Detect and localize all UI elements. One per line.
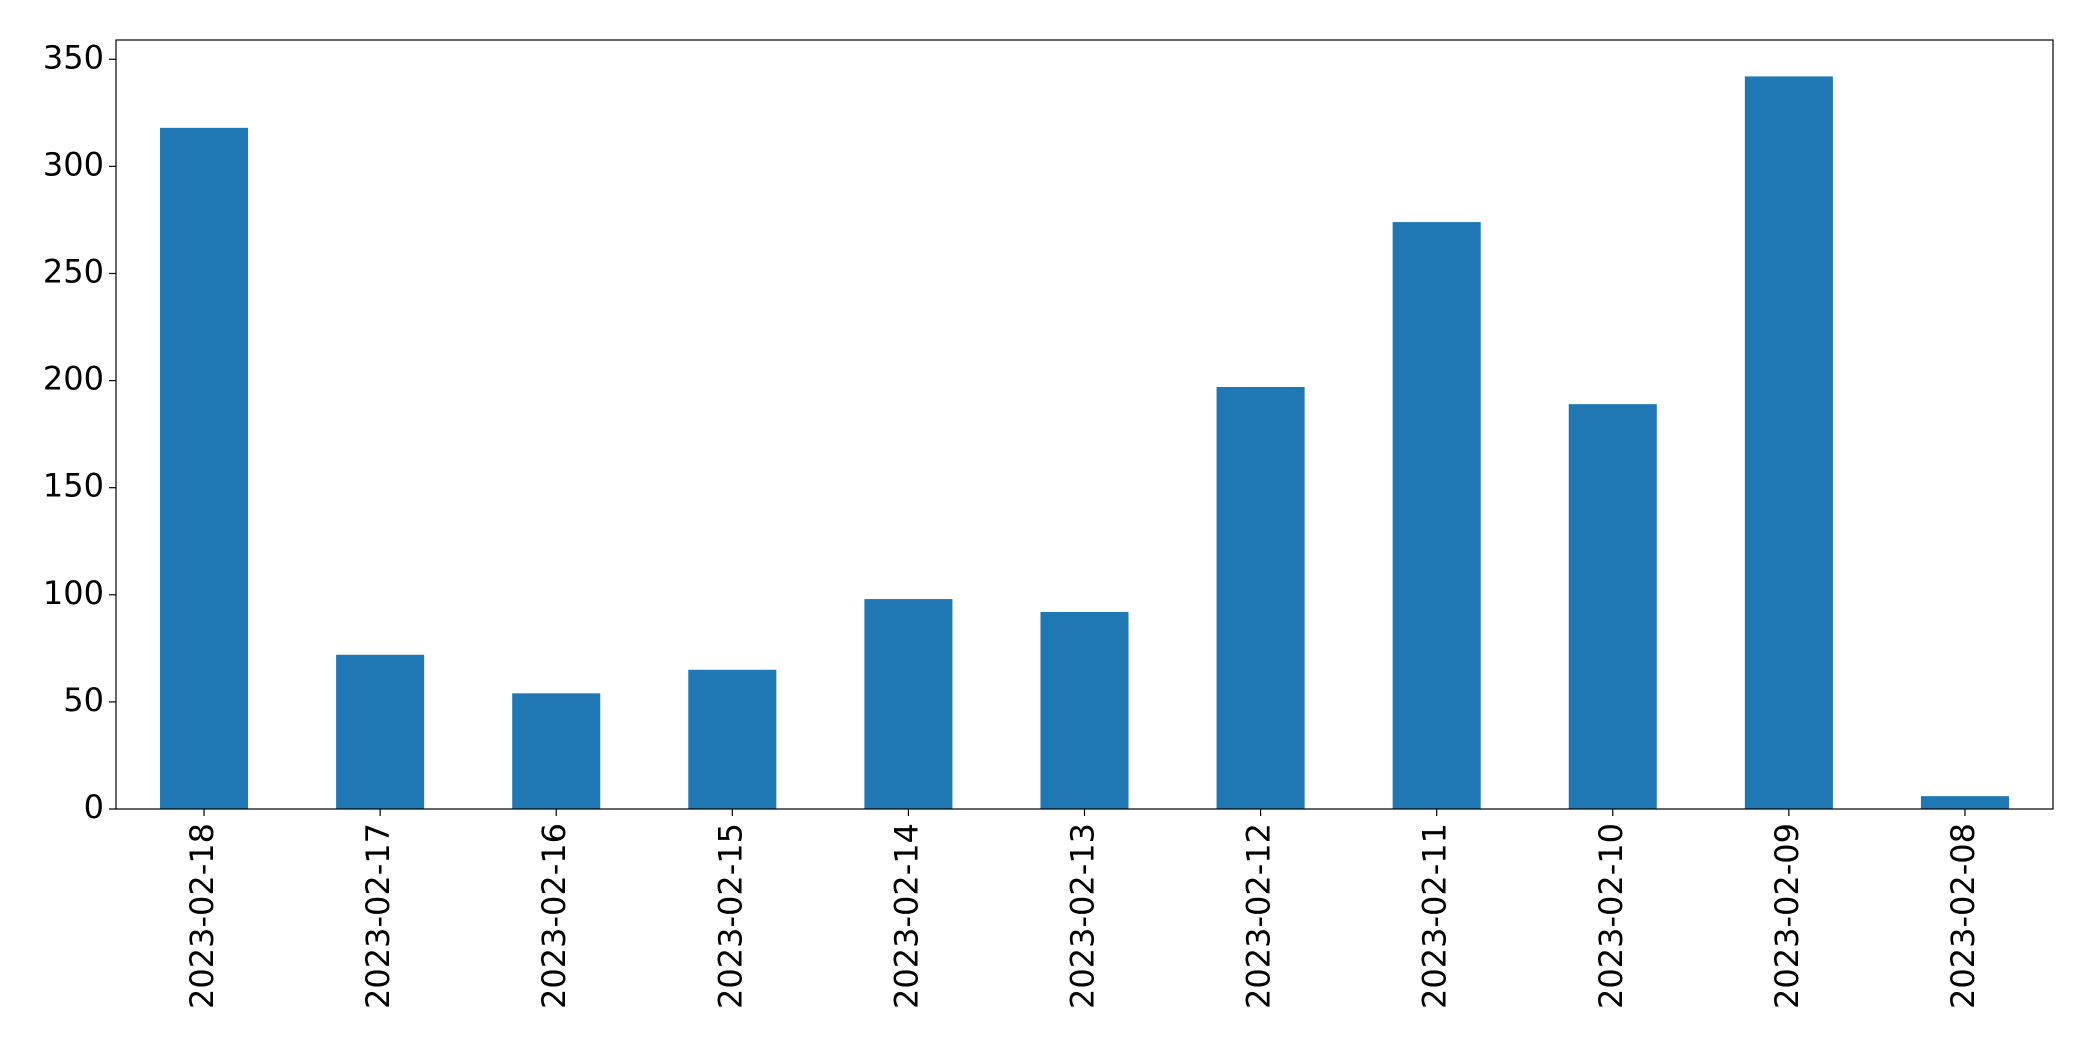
- bar: [336, 654, 425, 809]
- x-tick-label: 2023-02-09: [1768, 823, 1806, 1009]
- y-tick-label: 300: [43, 145, 104, 183]
- y-tick-label: 350: [43, 38, 104, 76]
- y-tick-label: 100: [43, 574, 104, 612]
- bar: [1392, 222, 1481, 810]
- bar: [1568, 404, 1657, 809]
- bar: [688, 669, 777, 809]
- y-tick-label: 150: [43, 467, 104, 505]
- bar: [864, 599, 953, 809]
- x-tick-label: 2023-02-08: [1944, 823, 1982, 1009]
- y-tick-label: 200: [43, 360, 104, 398]
- x-tick-label: 2023-02-13: [1064, 823, 1102, 1009]
- bar: [1216, 387, 1305, 809]
- x-tick-label: 2023-02-12: [1240, 823, 1278, 1009]
- x-tick-label: 2023-02-10: [1592, 823, 1630, 1009]
- y-tick-label: 250: [43, 252, 104, 290]
- x-tick-label: 2023-02-15: [711, 823, 749, 1009]
- y-tick-label: 50: [63, 681, 104, 719]
- bar: [512, 693, 601, 809]
- bar: [1040, 611, 1129, 809]
- bar: [160, 127, 249, 809]
- x-tick-label: 2023-02-14: [887, 823, 925, 1009]
- x-tick-label: 2023-02-16: [535, 823, 573, 1009]
- x-tick-label: 2023-02-18: [183, 823, 221, 1009]
- plot-frame: [115, 39, 2054, 810]
- y-tick-label: 0: [84, 788, 104, 826]
- x-tick-label: 2023-02-17: [359, 823, 397, 1009]
- x-tick-label: 2023-02-11: [1416, 823, 1454, 1009]
- bar: [1920, 796, 2009, 809]
- bar: [1744, 76, 1833, 809]
